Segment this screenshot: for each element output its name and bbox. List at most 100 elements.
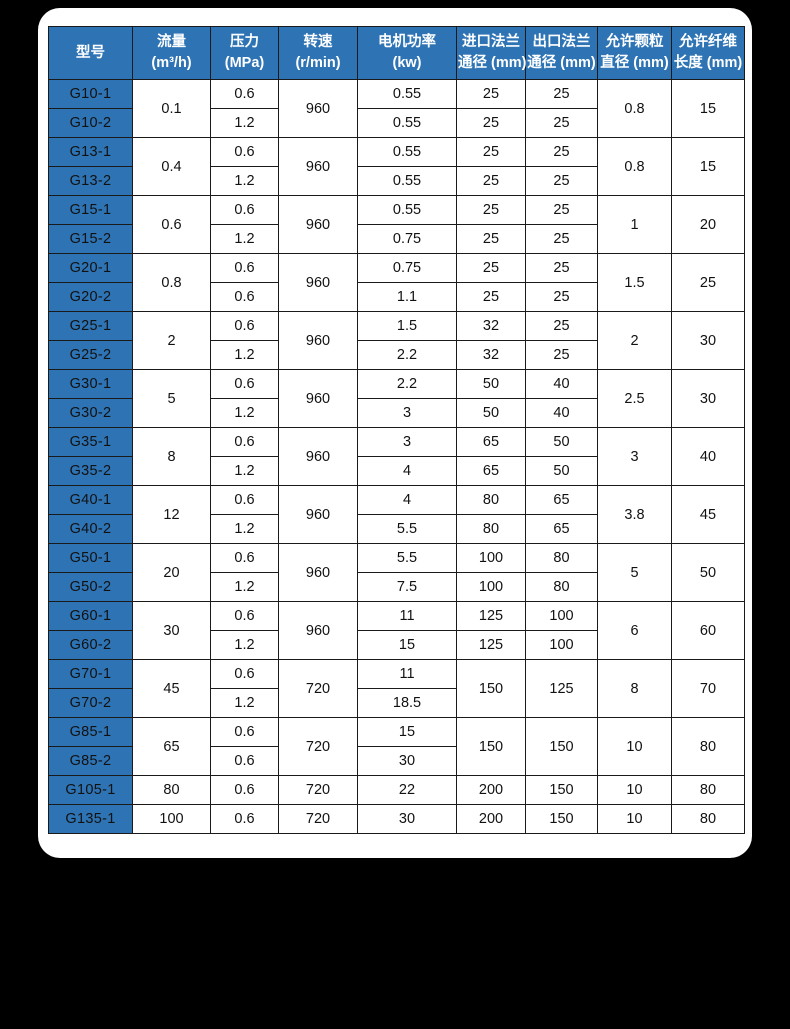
cell-model: G10-2 (48, 108, 133, 138)
cell-rpm: 720 (278, 775, 358, 805)
cell-outlet-flange: 100 (525, 630, 598, 660)
cell-inlet-flange: 200 (456, 804, 526, 834)
cell-inlet-flange: 25 (456, 253, 526, 283)
cell-fiber-length: 60 (671, 601, 745, 660)
table-row: G30-2 1.2 3 50 40 (48, 398, 745, 428)
column-header-title: 压力 (230, 33, 259, 50)
cell-particle-diameter: 3 (597, 427, 672, 486)
cell-model: G30-2 (48, 398, 133, 428)
cell-model: G60-1 (48, 601, 133, 631)
cell-model: G50-1 (48, 543, 133, 573)
cell-power: 11 (357, 601, 457, 631)
cell-particle-diameter: 8 (597, 659, 672, 718)
cell-rpm: 960 (278, 253, 358, 312)
cell-particle-diameter: 0.8 (597, 137, 672, 196)
cell-model: G10-1 (48, 79, 133, 109)
cell-flow: 100 (132, 804, 211, 834)
cell-flow: 20 (132, 543, 211, 602)
column-header-inlet: 进口法兰 通径 (mm) (456, 26, 527, 80)
cell-flow: 0.1 (132, 79, 211, 138)
cell-particle-diameter: 10 (597, 804, 672, 834)
table-row: G70-1 45 0.6 720 11 150 125 8 70 (48, 659, 745, 718)
cell-outlet-flange: 25 (525, 311, 598, 341)
cell-outlet-flange: 25 (525, 79, 598, 109)
cell-outlet-flange: 80 (525, 572, 598, 602)
column-header-rpm: 转速 (r/min) (278, 26, 358, 80)
cell-rpm: 960 (278, 543, 358, 602)
cell-model: G30-1 (48, 369, 133, 399)
cell-pressure: 1.2 (210, 456, 279, 486)
cell-power: 4 (357, 456, 457, 486)
cell-inlet-flange: 65 (456, 427, 526, 457)
cell-fiber-length: 80 (671, 775, 745, 805)
cell-flow: 5 (132, 369, 211, 428)
cell-power: 30 (357, 746, 457, 776)
cell-inlet-flange: 25 (456, 79, 526, 109)
cell-flow: 12 (132, 485, 211, 544)
column-header-title: 流量 (157, 33, 186, 50)
cell-pressure: 0.6 (210, 659, 279, 689)
cell-power: 22 (357, 775, 457, 805)
cell-fiber-length: 80 (671, 804, 745, 834)
column-header-title: 允许颗粒 (605, 33, 664, 50)
table-row: G105-1 80 0.6 720 22 200 150 10 80 (48, 775, 745, 805)
cell-model: G35-1 (48, 427, 133, 457)
cell-model: G105-1 (48, 775, 133, 805)
cell-power: 0.55 (357, 137, 457, 167)
table-row: G40-2 1.2 5.5 80 65 (48, 514, 745, 544)
cell-power: 3 (357, 427, 457, 457)
cell-pressure: 0.6 (210, 746, 279, 776)
cell-model: G13-2 (48, 166, 133, 196)
pump-specification-table: 型号 流量 (m³/h) 压力 (MPa) 转速 (r/min) 电机功率 (kw) 进口法兰 通径… (48, 26, 745, 834)
cell-outlet-flange: 150 (525, 804, 598, 834)
cell-inlet-flange: 32 (456, 311, 526, 341)
cell-power: 2.2 (357, 340, 457, 370)
cell-model: G85-2 (48, 746, 133, 776)
cell-rpm: 960 (278, 79, 358, 138)
cell-inlet-flange: 80 (456, 485, 526, 515)
cell-particle-diameter: 10 (597, 775, 672, 805)
cell-pressure: 0.6 (210, 79, 279, 109)
cell-outlet-flange: 40 (525, 369, 598, 399)
cell-rpm: 960 (278, 311, 358, 370)
cell-particle-diameter: 2.5 (597, 369, 672, 428)
cell-model: G70-2 (48, 688, 133, 718)
table-row: G10-1 0.1 0.6 960 0.55 25 25 0.8 15 (48, 79, 745, 138)
cell-fiber-length: 15 (671, 137, 745, 196)
cell-inlet-flange: 25 (456, 137, 526, 167)
cell-pressure: 0.6 (210, 369, 279, 399)
cell-flow: 8 (132, 427, 211, 486)
column-header-unit: (kw) (392, 55, 422, 71)
cell-flow: 45 (132, 659, 211, 718)
cell-inlet-flange: 50 (456, 398, 526, 428)
cell-outlet-flange: 25 (525, 340, 598, 370)
cell-outlet-flange: 25 (525, 253, 598, 283)
cell-fiber-length: 30 (671, 369, 745, 428)
cell-model: G85-1 (48, 717, 133, 747)
cell-model: G40-1 (48, 485, 133, 515)
cell-outlet-flange: 25 (525, 224, 598, 254)
column-header-unit: 通径 (mm) (458, 55, 527, 71)
cell-pressure: 0.6 (210, 195, 279, 225)
table-row: G30-1 5 0.6 960 2.2 50 40 2.5 30 (48, 369, 745, 428)
cell-flow: 0.8 (132, 253, 211, 312)
cell-pressure: 0.6 (210, 717, 279, 747)
column-header-title: 出口法兰 (532, 33, 591, 50)
cell-particle-diameter: 5 (597, 543, 672, 602)
column-header-flow: 流量 (m³/h) (132, 26, 211, 80)
cell-power: 30 (357, 804, 457, 834)
cell-pressure: 0.6 (210, 775, 279, 805)
column-header-unit: 长度 (mm) (673, 55, 743, 71)
cell-power: 0.55 (357, 166, 457, 196)
cell-model: G50-2 (48, 572, 133, 602)
cell-rpm: 960 (278, 369, 358, 428)
cell-pressure: 1.2 (210, 108, 279, 138)
cell-inlet-flange: 25 (456, 224, 526, 254)
cell-fiber-length: 20 (671, 195, 745, 254)
cell-rpm: 960 (278, 601, 358, 660)
table-body: G10-1 0.1 0.6 960 0.55 25 25 0.8 15 G10-2 1.2 0.55 2… (48, 79, 745, 834)
header-row: 型号 流量 (m³/h) 压力 (MPa) 转速 (r/min) 电机功率 (kw) 进口法兰 通径… (48, 26, 745, 80)
cell-inlet-flange: 150 (456, 659, 526, 718)
cell-inlet-flange: 25 (456, 166, 526, 196)
cell-power: 7.5 (357, 572, 457, 602)
